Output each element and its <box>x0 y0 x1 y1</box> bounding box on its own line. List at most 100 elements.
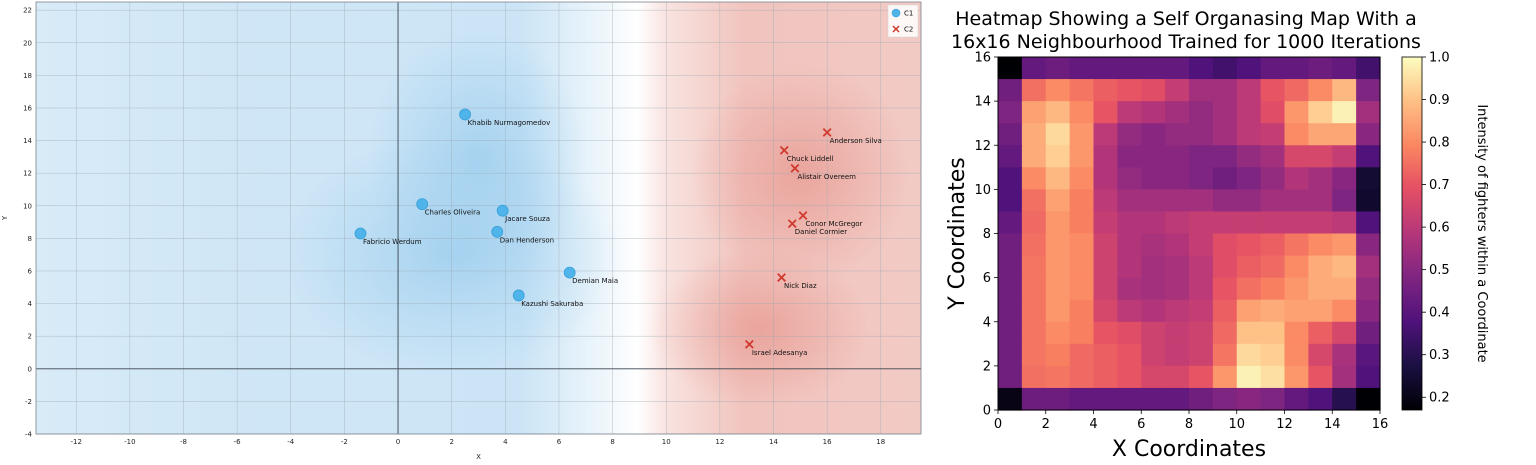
heatmap-cell <box>1069 79 1095 102</box>
heatmap-cell <box>1093 321 1118 345</box>
heatmap-cell <box>998 343 1023 367</box>
c1-point-label: Dan Henderson <box>500 236 554 244</box>
heatmap-cell <box>1356 387 1381 411</box>
heatmap-cell <box>1093 233 1118 257</box>
heatmap-cell <box>1165 255 1190 279</box>
heatmap-cell <box>1093 365 1118 389</box>
heatmap-cell <box>1308 255 1333 279</box>
heatmap-cell <box>1212 211 1238 235</box>
c2-point-stroke <box>822 127 832 137</box>
heatmap-cell <box>1236 321 1262 345</box>
colorbar-tick-label: 0.2 <box>1429 391 1450 406</box>
heatmap-cell <box>998 57 1023 80</box>
c2-point <box>787 219 797 229</box>
y-tick-label: 10 <box>974 183 991 198</box>
c2-density-region <box>650 248 871 409</box>
heatmap-cell <box>1284 365 1309 389</box>
colorbar-tick-label: 0.3 <box>1429 348 1450 363</box>
c1-point-label: Fabricio Werdum <box>363 238 422 246</box>
heatmap-cell <box>1141 365 1166 389</box>
heatmap-cell <box>1189 123 1214 146</box>
y-axis-label: Y <box>1 215 9 221</box>
x-tick-label: 2 <box>449 438 453 446</box>
x-tick-label: 10 <box>662 438 671 446</box>
heatmap-cell <box>1284 101 1309 124</box>
heatmap-cell <box>1093 343 1118 367</box>
heatmap-cell <box>1332 365 1357 389</box>
heatmap-cell <box>1045 343 1071 367</box>
heatmap-cell <box>1045 211 1071 235</box>
c2-point <box>822 127 832 137</box>
x-tick-label: 6 <box>557 438 562 446</box>
heatmap-cell <box>1045 79 1071 102</box>
heatmap-cell <box>1189 145 1214 168</box>
heatmap-svg: 0 2 4 6 8 10 12 14 16 0 2 4 6 8 10 12 14 16 X Coordinates Y… <box>945 8 1489 462</box>
heatmap-cell <box>1165 79 1190 102</box>
heatmap-cell <box>1308 211 1333 235</box>
heatmap-cell <box>998 189 1023 213</box>
heatmap-cell <box>1189 79 1214 102</box>
c1-point <box>416 198 429 211</box>
legend-label-c1: C1 <box>904 10 913 18</box>
heatmap-cell <box>1308 167 1333 190</box>
heatmap-cell <box>1045 365 1071 389</box>
heatmap-cell <box>1236 211 1262 235</box>
heatmap-cell <box>1165 277 1190 301</box>
heatmap-cell <box>1045 123 1071 146</box>
heatmap-cell <box>1308 79 1333 102</box>
heatmap-cell <box>1260 255 1286 279</box>
heatmap-cell <box>1117 387 1142 411</box>
heatmap-cell <box>998 299 1023 323</box>
heatmap-cell <box>1236 145 1262 168</box>
heatmap-cell <box>998 321 1023 345</box>
heatmap-cell <box>1069 101 1095 124</box>
heatmap-cell <box>1212 189 1238 213</box>
c2-point-label: Israel Adesanya <box>752 349 808 357</box>
heatmap-cell <box>1117 321 1142 345</box>
heatmap-cell <box>1141 57 1166 80</box>
heatmap-cell <box>1260 211 1286 235</box>
c2-point-stroke <box>790 163 800 173</box>
heatmap-cell <box>1021 343 1047 367</box>
c1-point <box>491 225 504 238</box>
heatmap-cell <box>1165 211 1190 235</box>
heatmap-cell <box>1141 167 1166 190</box>
heatmap-cell <box>1165 321 1190 345</box>
heatmap-cell <box>1093 145 1118 168</box>
heatmap-cell <box>1284 255 1309 279</box>
heatmap-cell <box>1045 57 1071 80</box>
x-tick-label: 2 <box>1042 417 1050 432</box>
heatmap-cell <box>1332 189 1357 213</box>
heatmap-cell <box>1069 365 1095 389</box>
heatmap-cell <box>1141 299 1166 323</box>
heatmap-cell <box>1069 167 1095 190</box>
heatmap-cell <box>1284 167 1309 190</box>
c1-point-label: Demian Maia <box>572 277 618 285</box>
heatmap-cell <box>998 211 1023 235</box>
heatmap-cell <box>1308 145 1333 168</box>
y-tick-label: 22 <box>23 7 32 15</box>
heatmap-cell <box>1093 57 1118 80</box>
heatmap-cell <box>1045 277 1071 301</box>
heatmap-cell <box>1189 255 1214 279</box>
heatmap-cell <box>1356 189 1381 213</box>
heatmap-cell <box>1356 123 1381 146</box>
heatmap-cell <box>1356 101 1381 124</box>
heatmap-cell <box>1284 387 1309 411</box>
heatmap-cell <box>1141 101 1166 124</box>
scatter-svg: -12 -10 -8 -6 -4 -2 0 2 4 6 8 10 12 14 16 18 -4 -2 0 2 4 6 8 10… <box>1 1 922 461</box>
heatmap-cell <box>1045 145 1071 168</box>
heatmap-cell <box>1117 365 1142 389</box>
heatmap-cell <box>1021 211 1047 235</box>
heatmap-cell <box>1236 299 1262 323</box>
heatmap-cell <box>1236 343 1262 367</box>
heatmap-cell <box>1332 299 1357 323</box>
y-tick-label: 0 <box>983 404 991 419</box>
heatmap-cell <box>1189 365 1214 389</box>
heatmap-cell <box>1165 101 1190 124</box>
heatmap-cell <box>1356 343 1381 367</box>
x-tick-label: 8 <box>610 438 614 446</box>
heatmap-cell <box>1045 255 1071 279</box>
heatmap-cell <box>1093 387 1118 411</box>
heatmap-cell <box>1117 299 1142 323</box>
